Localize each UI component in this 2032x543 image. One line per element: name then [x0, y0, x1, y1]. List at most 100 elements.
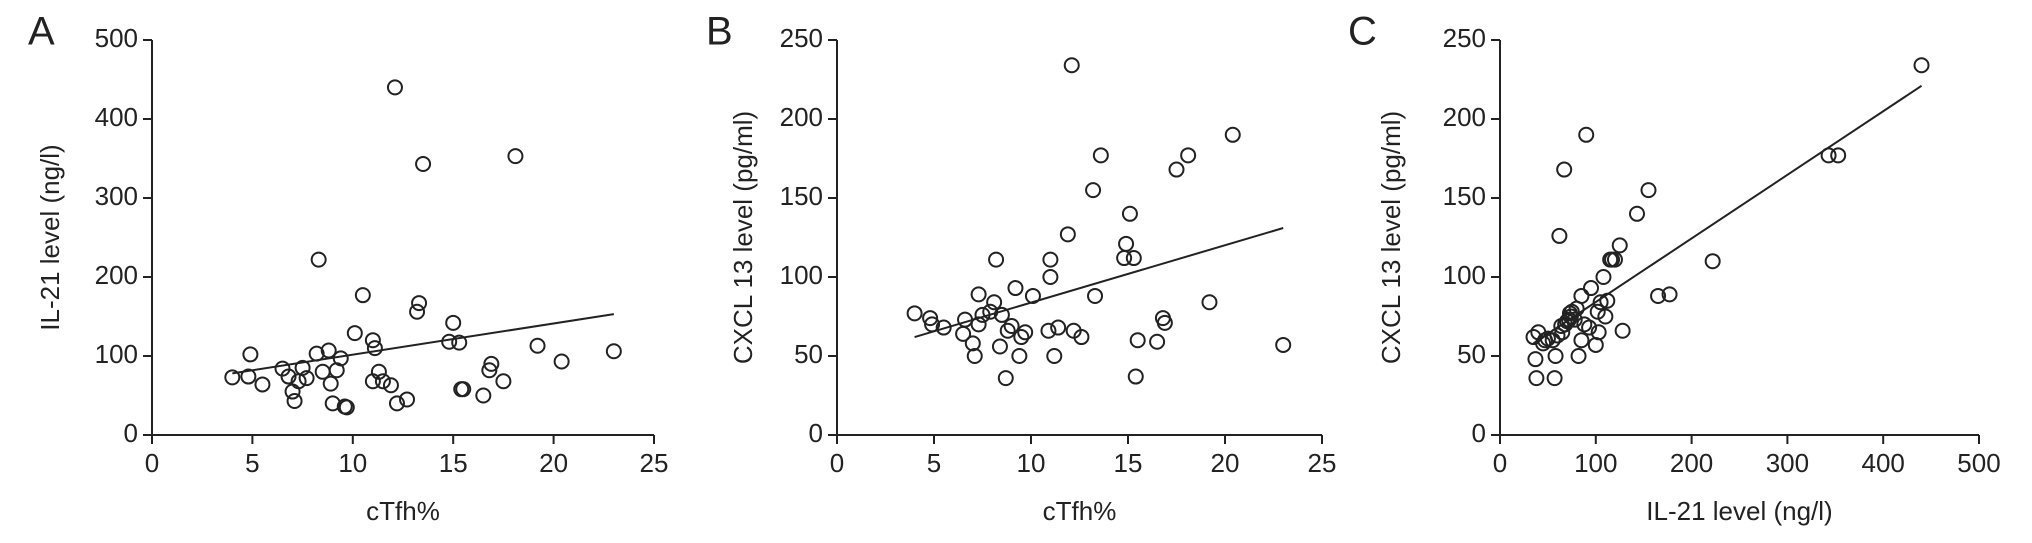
- data-point: [1011, 348, 1028, 364]
- data-point: [1640, 182, 1657, 199]
- data-point: [1149, 333, 1166, 350]
- data-point: [298, 370, 315, 387]
- data-point: [254, 376, 271, 393]
- data-point: [224, 369, 241, 386]
- y-axis-label: IL-21 level (ng/l): [35, 144, 65, 330]
- data-point: [997, 370, 1014, 387]
- y-tick-label: 0: [809, 418, 823, 448]
- trend-line: [914, 227, 1284, 338]
- data-point: [1661, 286, 1678, 303]
- data-point: [495, 373, 512, 390]
- y-tick-label: 250: [780, 23, 823, 53]
- data-point: [386, 79, 403, 96]
- data-point: [529, 337, 546, 354]
- data-point: [1606, 251, 1623, 268]
- y-tick-label: 0: [1472, 418, 1486, 448]
- data-point: [1092, 147, 1109, 164]
- data-point: [1560, 311, 1577, 328]
- data-point: [1042, 251, 1059, 268]
- data-point: [1003, 317, 1020, 334]
- y-tick-label: 100: [780, 260, 823, 290]
- axes: [1499, 40, 1979, 436]
- data-point: [415, 156, 432, 173]
- data-point: [1042, 269, 1059, 285]
- y-tick-label: 200: [95, 260, 138, 290]
- x-tick-label: 20: [539, 448, 568, 478]
- data-point: [1556, 161, 1573, 178]
- data-point: [1595, 269, 1612, 285]
- y-tick-label: 100: [95, 339, 138, 369]
- data-point: [986, 294, 1003, 311]
- data-point: [1073, 329, 1090, 346]
- x-tick-label: 15: [1114, 448, 1143, 478]
- data-point: [1544, 332, 1561, 349]
- data-point: [1611, 237, 1628, 254]
- data-point: [481, 362, 498, 379]
- data-point: [966, 348, 983, 364]
- data-point: [1129, 332, 1146, 349]
- data-point: [1587, 336, 1604, 353]
- data-point: [280, 368, 297, 385]
- data-point: [1592, 294, 1609, 311]
- data-point: [1628, 205, 1645, 222]
- data-point: [1127, 368, 1144, 385]
- data-point: [1547, 348, 1564, 364]
- y-tick-label: 50: [794, 339, 823, 369]
- data-point: [1121, 205, 1138, 222]
- data-point: [284, 383, 301, 400]
- data-point: [1573, 332, 1590, 349]
- panel-label: C: [1348, 10, 1377, 54]
- data-point: [1559, 313, 1576, 330]
- trend-line: [232, 313, 614, 375]
- data-point: [988, 251, 1005, 268]
- x-tick-label: 400: [1862, 448, 1905, 478]
- data-point: [1597, 308, 1614, 325]
- data-point: [294, 359, 311, 376]
- x-tick-label: 0: [145, 448, 159, 478]
- data-point: [411, 295, 428, 312]
- data-point: [1224, 126, 1241, 143]
- data-point: [1275, 336, 1292, 353]
- data-point: [1063, 57, 1080, 74]
- data-point: [906, 305, 923, 322]
- data-point: [1583, 280, 1600, 297]
- x-axis-label: cTfh%: [1043, 496, 1117, 526]
- y-tick-label: 300: [95, 181, 138, 211]
- data-point: [322, 375, 339, 392]
- data-point: [354, 287, 371, 304]
- data-point: [1087, 287, 1104, 304]
- data-point: [1180, 147, 1197, 164]
- data-point: [1578, 126, 1595, 143]
- data-point: [242, 346, 259, 363]
- data-point: [475, 387, 492, 404]
- data-point: [1570, 348, 1587, 364]
- x-tick-label: 20: [1211, 448, 1240, 478]
- y-tick-label: 0: [124, 418, 138, 448]
- data-point: [1528, 370, 1545, 387]
- data-point: [483, 355, 500, 372]
- data-point: [964, 335, 981, 352]
- data-point: [451, 334, 468, 351]
- data-point: [1581, 319, 1598, 336]
- data-point: [1913, 57, 1930, 74]
- data-point: [1118, 235, 1135, 252]
- x-tick-label: 500: [1957, 448, 2000, 478]
- data-point: [1573, 287, 1590, 304]
- data-point: [1830, 147, 1847, 164]
- data-point: [999, 322, 1016, 339]
- data-point: [324, 395, 341, 412]
- data-point: [553, 353, 570, 370]
- data-point: [1704, 253, 1721, 270]
- x-axis-label: IL-21 level (ng/l): [1646, 496, 1832, 526]
- data-point: [332, 350, 349, 367]
- data-point: [338, 399, 355, 416]
- data-point: [1125, 250, 1142, 267]
- y-tick-label: 400: [95, 102, 138, 132]
- data-point: [455, 381, 472, 398]
- data-point: [1017, 324, 1034, 341]
- data-point: [507, 148, 524, 165]
- data-point: [1040, 322, 1057, 339]
- x-tick-label: 300: [1766, 448, 1809, 478]
- y-axis-label: CXCL 13 level (pg/ml): [1376, 111, 1406, 364]
